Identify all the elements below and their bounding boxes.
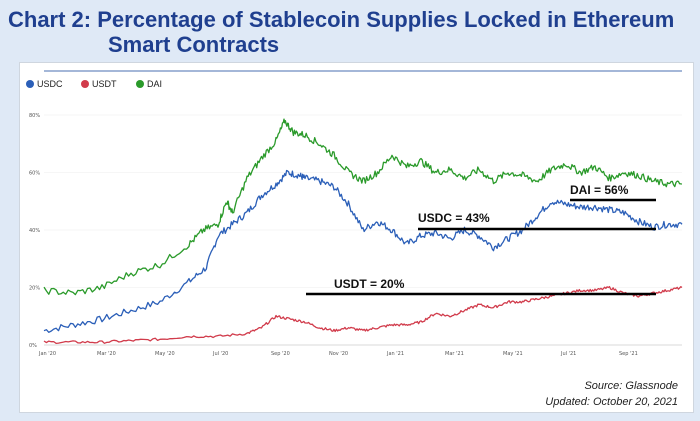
annotation-label: DAI = 56% <box>570 183 629 197</box>
x-tick-label: Mar '20 <box>97 351 116 357</box>
legend-label-usdc: USDC <box>37 79 63 89</box>
x-tick-label: Sep '21 <box>619 351 638 357</box>
annotations: DAI = 56% USDC = 43% USDT = 20% <box>306 183 656 296</box>
x-tick-label: Jan '21 <box>386 351 404 357</box>
x-tick-label: May '21 <box>503 351 523 357</box>
legend-marker-usdt <box>81 80 89 88</box>
source-note: Source: Glassnode Updated: October 20, 2… <box>545 378 678 410</box>
line-chart: USDC USDT DAI 0% 20% 40% 60% 80% Jan '20 Mar '2… <box>26 70 683 357</box>
series-line-usdc <box>43 169 683 333</box>
legend-marker-dai <box>136 80 144 88</box>
x-tick-label: Jul '20 <box>212 351 228 357</box>
y-tick-label: 40% <box>29 228 40 234</box>
y-tick-label: 0% <box>29 343 37 349</box>
legend-label-dai: DAI <box>147 79 162 89</box>
chart-title-line1: Chart 2: Percentage of Stablecoin Suppli… <box>8 7 675 32</box>
x-tick-label: Nov '20 <box>329 351 348 357</box>
source-text: Source: Glassnode <box>584 380 678 392</box>
y-tick-label: 60% <box>29 171 40 177</box>
grid: 0% 20% 40% 60% 80% <box>29 113 682 349</box>
chart-card: USDC USDT DAI 0% 20% 40% 60% 80% Jan '20 Mar '2… <box>19 62 694 413</box>
y-tick-label: 20% <box>29 286 40 292</box>
legend-label-usdt: USDT <box>92 79 117 89</box>
legend: USDC USDT DAI <box>26 79 162 89</box>
chart-title: Chart 2: Percentage of Stablecoin Suppli… <box>8 7 674 57</box>
x-tick-label: Jul '21 <box>560 351 576 357</box>
legend-marker-usdc <box>26 80 34 88</box>
series-group <box>43 118 683 345</box>
updated-text: Updated: October 20, 2021 <box>545 396 678 408</box>
x-tick-label: Jan '20 <box>38 351 56 357</box>
annotation-label: USDC = 43% <box>418 211 490 225</box>
annotation-label: USDT = 20% <box>334 277 405 291</box>
x-tick-label: Mar '21 <box>445 351 464 357</box>
series-line-dai <box>43 118 683 296</box>
series-line-usdt <box>43 285 683 345</box>
x-tick-label: Sep '20 <box>271 351 290 357</box>
axes: Jan '20 Mar '20 May '20 Jul '20 Sep '20 Nov '… <box>38 70 682 357</box>
y-tick-label: 80% <box>29 113 40 119</box>
chart-title-line2: Smart Contracts <box>108 32 280 57</box>
x-tick-label: May '20 <box>155 351 175 357</box>
